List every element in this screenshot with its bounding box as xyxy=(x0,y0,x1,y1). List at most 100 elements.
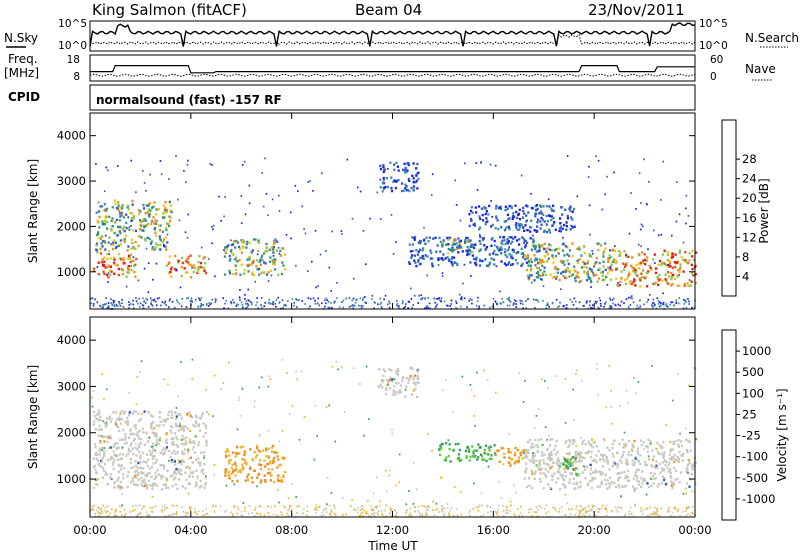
echo-cell xyxy=(658,443,661,447)
echo-cell xyxy=(455,307,457,309)
echo-cell xyxy=(112,239,115,242)
echo-cell xyxy=(598,297,601,299)
echo-cell xyxy=(143,505,145,508)
echo-cell xyxy=(537,266,540,270)
echo-cell xyxy=(585,266,588,269)
x-tick-label: 16:00 xyxy=(477,523,510,537)
echo-cell xyxy=(163,378,165,381)
echo-cell xyxy=(586,465,589,468)
echo-cell xyxy=(167,383,169,386)
echo-cell xyxy=(491,215,493,218)
echo-cell xyxy=(601,482,604,485)
echo-cell xyxy=(124,436,127,439)
echo-cell xyxy=(526,274,529,277)
echo-cell xyxy=(411,236,414,239)
echo-cell xyxy=(548,444,552,447)
echo-cell xyxy=(319,505,321,508)
echo-cell xyxy=(242,466,245,469)
echo-cell xyxy=(483,513,485,516)
echo-cell xyxy=(163,451,166,454)
echo-cell xyxy=(489,163,492,166)
echo-cell xyxy=(658,301,661,304)
echo-cell xyxy=(132,215,136,218)
echo-cell xyxy=(147,515,149,518)
echo-cell xyxy=(104,473,107,476)
echo-cell xyxy=(163,209,166,212)
echo-cell xyxy=(156,304,158,307)
echo-cell xyxy=(113,458,116,462)
echo-cell xyxy=(142,451,145,455)
echo-cell xyxy=(554,375,557,378)
echo-cell xyxy=(180,428,183,431)
echo-cell xyxy=(682,241,685,244)
echo-cell xyxy=(642,225,644,228)
echo-cell xyxy=(522,209,525,213)
echo-cell xyxy=(454,179,457,182)
echo-cell xyxy=(230,511,232,514)
echo-cell xyxy=(543,247,546,251)
echo-cell xyxy=(455,247,458,251)
echo-cell xyxy=(115,424,118,428)
echo-cell xyxy=(189,438,192,441)
echo-cell xyxy=(373,513,375,516)
echo-cell xyxy=(125,441,128,445)
echo-cell xyxy=(533,254,536,257)
echo-cell xyxy=(169,429,172,432)
nave-tick-bottom: 0 xyxy=(710,71,717,83)
echo-cell xyxy=(542,285,545,288)
echo-cell xyxy=(504,205,507,208)
echo-cell xyxy=(274,268,277,271)
echo-cell xyxy=(362,297,365,299)
echo-cell xyxy=(268,515,270,518)
echo-cell xyxy=(411,174,414,177)
echo-cell xyxy=(671,252,674,255)
echo-cell xyxy=(163,509,166,511)
echo-cell xyxy=(103,450,106,453)
echo-cell xyxy=(595,454,598,457)
echo-cell xyxy=(624,278,627,282)
echo-cell xyxy=(566,467,569,470)
echo-cell xyxy=(173,411,177,414)
echo-cell xyxy=(554,228,557,231)
echo-cell xyxy=(259,505,262,508)
echo-cell xyxy=(129,264,132,268)
echo-cell xyxy=(608,364,610,367)
echo-cell xyxy=(153,222,156,225)
echo-cell xyxy=(556,271,559,274)
echo-cell xyxy=(289,211,292,214)
echo-cell xyxy=(519,512,522,514)
echo-cell xyxy=(543,260,546,263)
echo-cell xyxy=(113,482,116,485)
echo-cell xyxy=(518,208,521,211)
echo-cell xyxy=(180,274,183,278)
echo-cell xyxy=(599,473,602,476)
echo-cell xyxy=(575,445,577,447)
echo-cell xyxy=(533,477,536,480)
echo-cell xyxy=(195,422,198,425)
echo-cell xyxy=(139,302,142,305)
echo-cell xyxy=(107,249,110,252)
echo-cell xyxy=(659,304,662,307)
echo-cell xyxy=(169,298,171,301)
freq-tick-bottom: 8 xyxy=(73,71,80,83)
echo-cell xyxy=(390,214,393,216)
echo-cell xyxy=(379,303,382,305)
echo-cell xyxy=(517,460,520,464)
echo-cell xyxy=(558,305,560,308)
echo-cell xyxy=(195,298,197,301)
echo-cell xyxy=(254,280,256,283)
echo-cell xyxy=(113,263,116,267)
echo-cell xyxy=(154,242,157,245)
echo-cell xyxy=(667,511,669,513)
echo-cell xyxy=(108,446,111,450)
echo-cell xyxy=(539,259,542,262)
echo-cell xyxy=(685,222,687,225)
echo-cell xyxy=(475,263,478,267)
echo-cell xyxy=(510,206,513,209)
echo-cell xyxy=(646,446,649,449)
echo-cell xyxy=(309,297,312,300)
echo-cell xyxy=(471,302,473,305)
echo-cell xyxy=(202,514,205,516)
echo-cell xyxy=(413,506,416,509)
